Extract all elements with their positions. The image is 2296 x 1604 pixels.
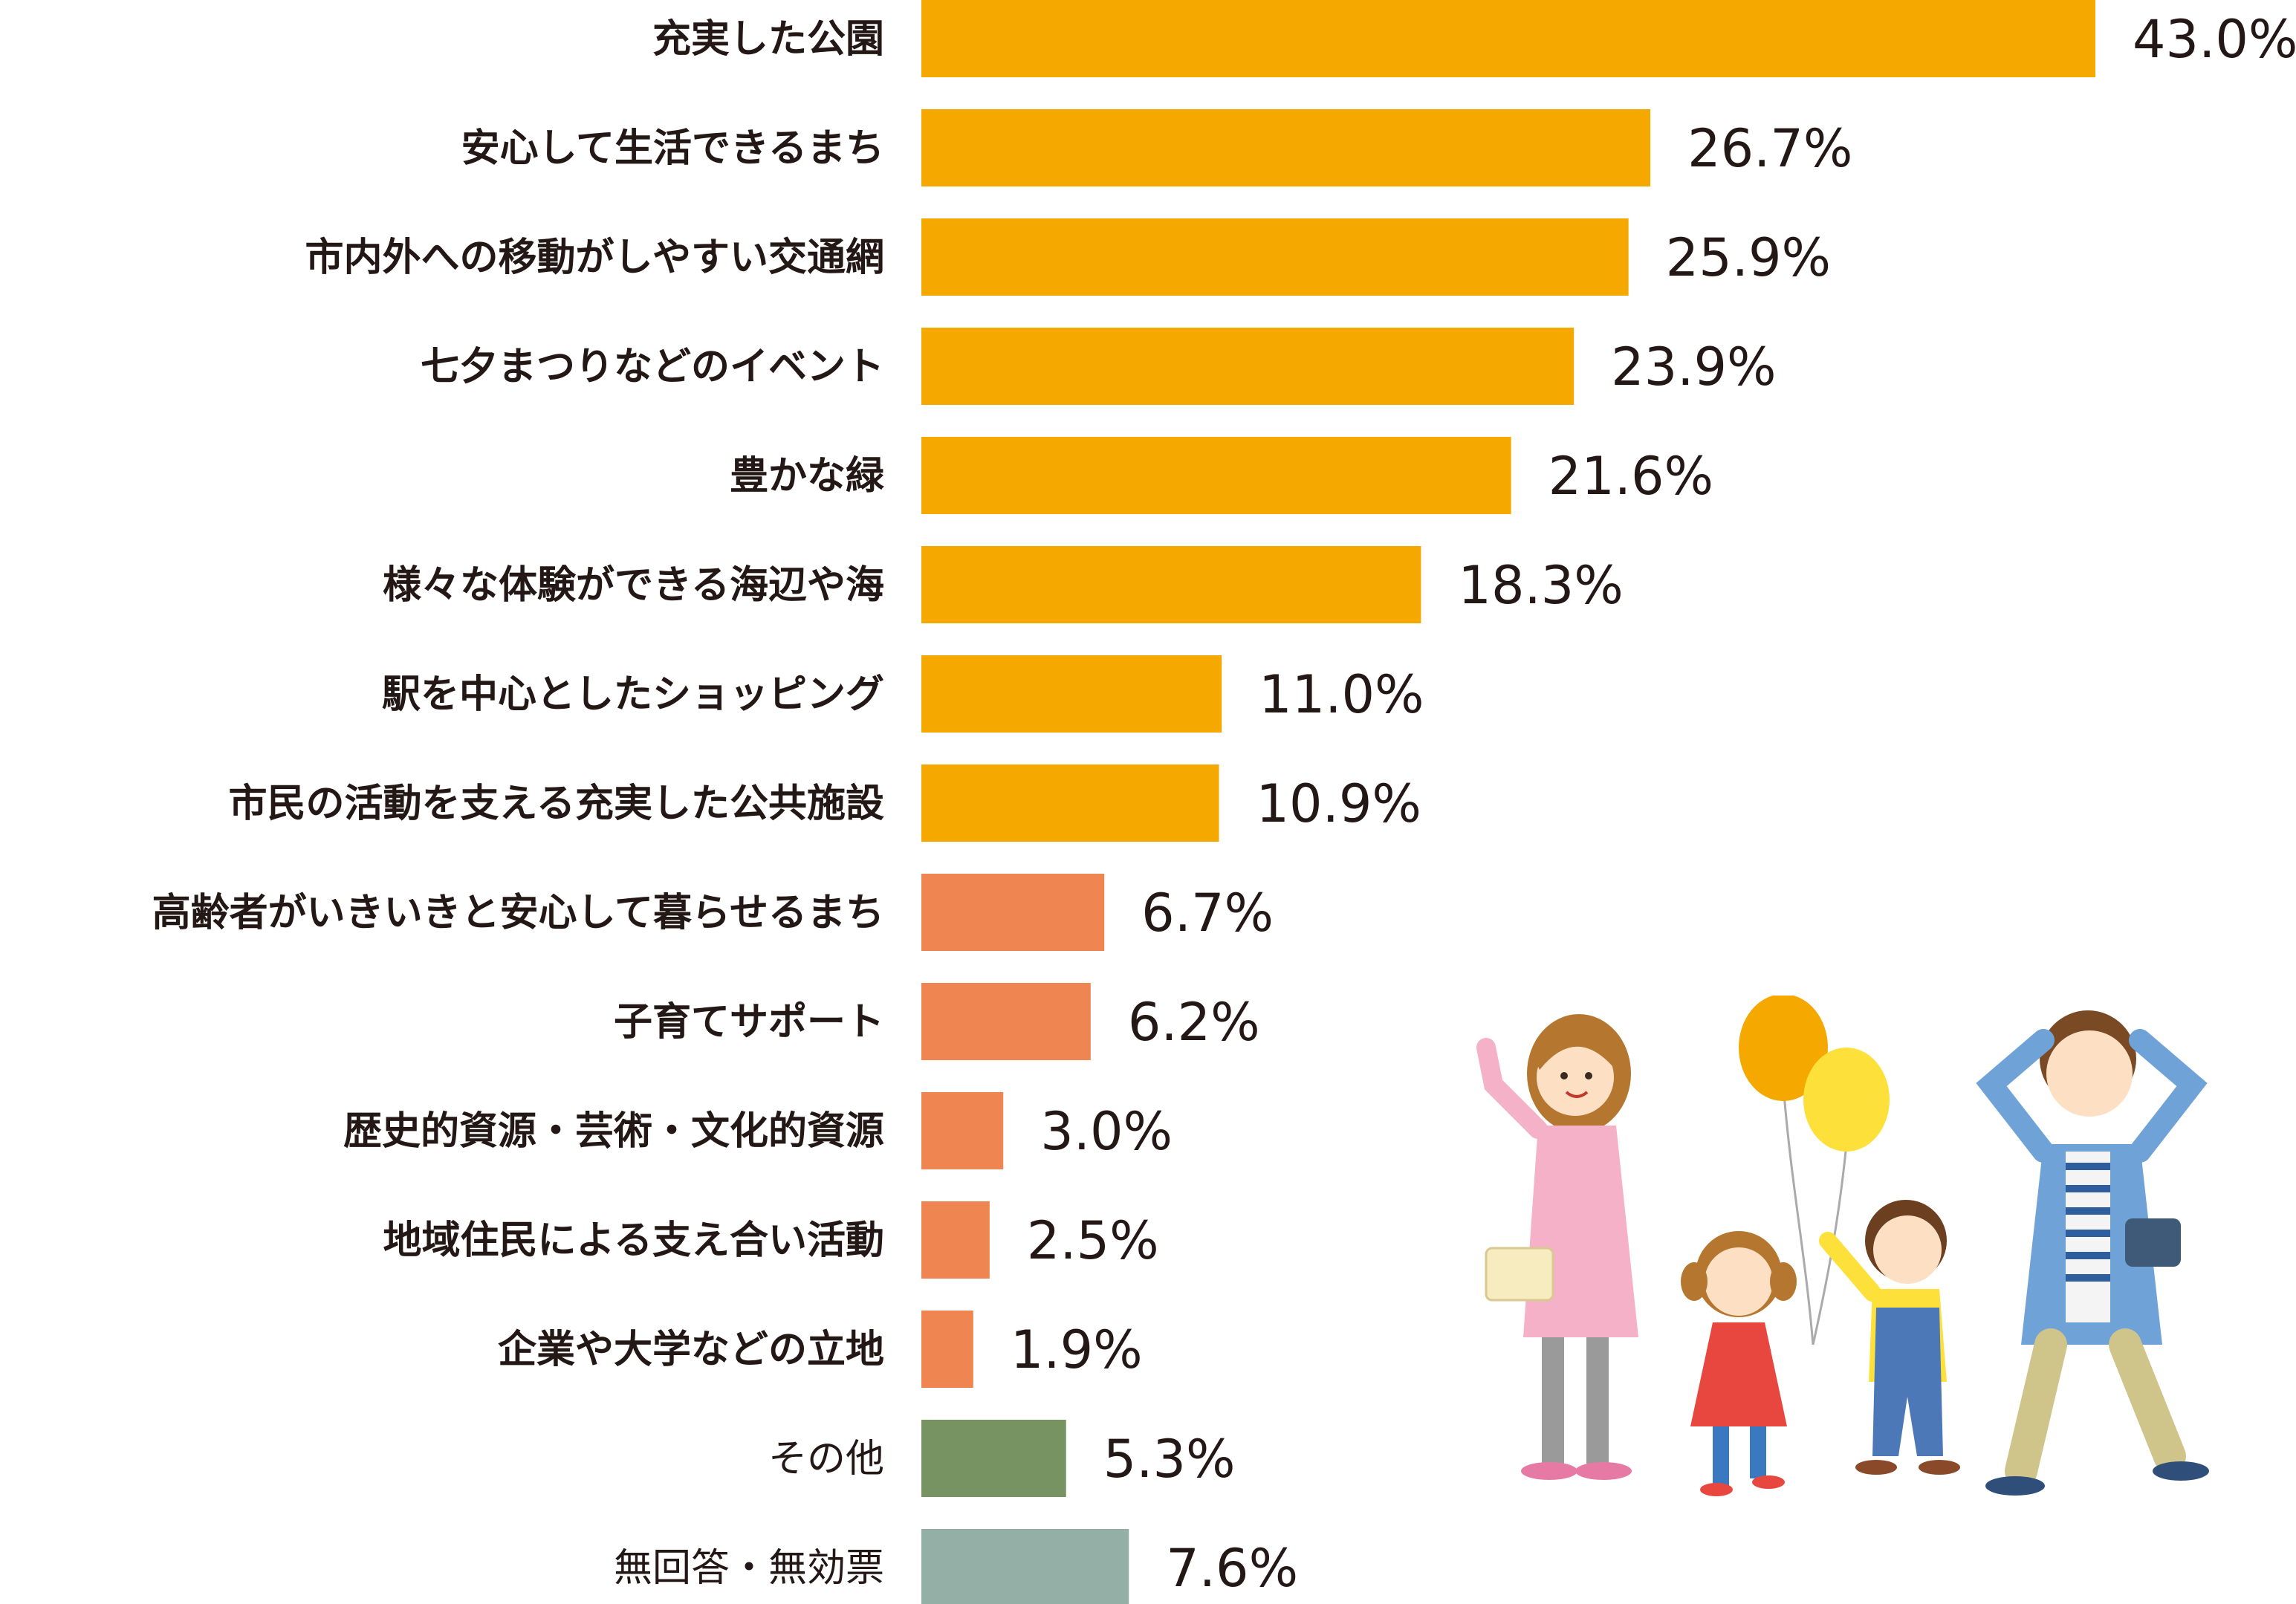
- value-label-4: 21.6%: [1548, 446, 1713, 507]
- orange-balloon-icon: [1739, 996, 1828, 1101]
- category-label-4: 豊かな緑: [730, 454, 885, 499]
- category-label-0: 充実した公園: [652, 17, 884, 62]
- category-label-3: 七夕まつりなどのイベント: [421, 345, 884, 389]
- category-label-7: 市民の活動を支える充実した公共施設: [229, 782, 884, 826]
- category-label-1: 安心して生活できるまち: [461, 126, 884, 171]
- category-label-2: 市内外への移動がしやすい交通網: [305, 236, 884, 280]
- value-labels: 43.0% 26.7% 25.9% 23.9% 21.6% 18.3% 11.0% 10.9%…: [1011, 9, 2296, 1599]
- value-label-8: 6.7%: [1141, 883, 1274, 944]
- category-label-12: 企業や大学などの立地: [498, 1328, 884, 1372]
- bar-12: [921, 1311, 973, 1388]
- boy-figure-icon: [1819, 1200, 1960, 1475]
- value-label-2: 25.9%: [1666, 227, 1831, 288]
- category-label-13: その他: [768, 1437, 884, 1481]
- family-with-balloons-illustration: [1476, 996, 2209, 1496]
- value-label-9: 6.2%: [1128, 992, 1260, 1053]
- value-label-7: 10.9%: [1256, 773, 1421, 834]
- bar-14: [921, 1529, 1129, 1604]
- bar-9: [921, 983, 1091, 1060]
- bar-8: [921, 874, 1105, 951]
- category-labels: 充実した公園安心して生活できるまち市内外への移動がしやすい交通網七夕まつりなどの…: [152, 17, 885, 1591]
- bar-1: [921, 109, 1651, 186]
- category-label-8: 高齢者がいきいきと安心して暮らせるまち: [152, 891, 884, 935]
- bar-6: [921, 655, 1222, 733]
- bar-13: [921, 1420, 1066, 1497]
- value-label-10: 3.0%: [1040, 1101, 1173, 1162]
- bar-0: [921, 0, 2095, 77]
- value-label-5: 18.3%: [1458, 555, 1623, 616]
- value-label-3: 23.9%: [1611, 337, 1776, 397]
- category-label-14: 無回答・無効票: [614, 1546, 884, 1591]
- bars-group: [921, 0, 2095, 1604]
- value-label-12: 1.9%: [1011, 1319, 1143, 1380]
- category-label-11: 地域住民による支え合い活動: [383, 1218, 884, 1263]
- bar-3: [921, 328, 1575, 405]
- yellow-balloon-icon: [1803, 1048, 1890, 1152]
- value-label-14: 7.6%: [1166, 1538, 1298, 1599]
- value-label-1: 26.7%: [1687, 118, 1852, 179]
- bar-5: [921, 546, 1421, 623]
- father-figure-icon: [1976, 1010, 2209, 1496]
- bar-4: [921, 437, 1511, 514]
- category-label-10: 歴史的資源・芸術・文化的資源: [343, 1109, 884, 1154]
- bar-7: [921, 764, 1219, 842]
- girl-figure-icon: [1681, 1231, 1797, 1496]
- mother-figure-icon: [1476, 1014, 1638, 1480]
- bar-11: [921, 1201, 990, 1279]
- bar-10: [921, 1092, 1004, 1169]
- value-label-0: 43.0%: [2133, 9, 2296, 70]
- bar-2: [921, 218, 1629, 296]
- value-label-6: 11.0%: [1259, 664, 1424, 725]
- category-label-5: 様々な体験ができる海辺や海: [383, 563, 884, 608]
- value-label-11: 2.5%: [1027, 1210, 1159, 1271]
- category-label-6: 駅を中心としたショッピング: [382, 672, 884, 717]
- category-label-9: 子育てサポート: [614, 1000, 884, 1045]
- value-label-13: 5.3%: [1103, 1429, 1236, 1490]
